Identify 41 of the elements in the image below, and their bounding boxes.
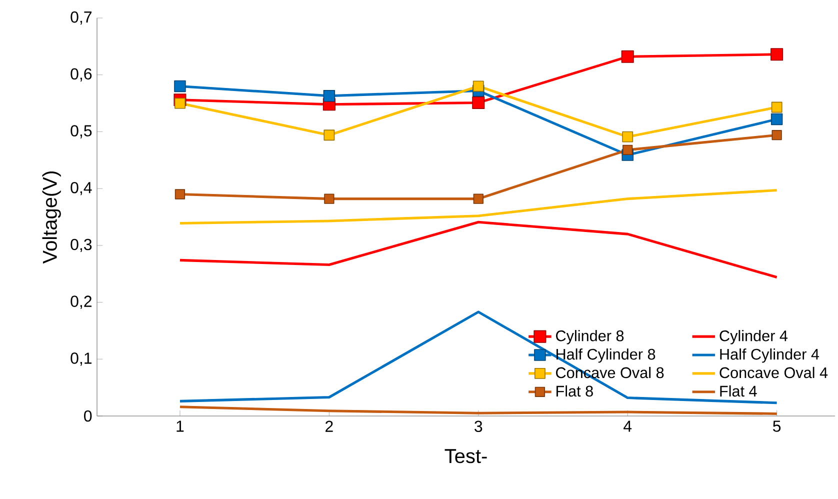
y-tick-label: 0,2 [70, 296, 92, 309]
x-tick-label: 2 [326, 420, 333, 432]
y-axis-title: Voltage(V) [42, 172, 61, 264]
point [770, 113, 783, 126]
y-tick-label: 0,7 [70, 11, 92, 25]
line-series [178, 220, 778, 279]
point [472, 96, 485, 109]
point [622, 131, 634, 142]
point [324, 130, 335, 141]
legend-label: Half Cylinder 4 [720, 348, 820, 363]
point [772, 130, 782, 140]
legend-label: Half Cylinder 8 [556, 348, 656, 363]
line-series [178, 406, 778, 415]
line-series [178, 189, 778, 225]
point [770, 48, 784, 61]
point [174, 189, 186, 200]
point [174, 98, 186, 109]
x-axis-title: Test- [444, 449, 487, 464]
legend-label: Flat 8 [556, 385, 593, 397]
legend-label: Cylinder 4 [720, 330, 788, 344]
point [324, 194, 334, 204]
y-tick-label: 0,1 [70, 352, 92, 366]
x-tick-label: 5 [773, 420, 781, 432]
x-tick-label: 3 [474, 420, 482, 432]
y-tick-label: 0 [84, 410, 92, 422]
legend-label: Flat 4 [720, 385, 757, 397]
y-tick-label: 0,4 [70, 182, 92, 196]
point [174, 80, 186, 92]
point [771, 102, 782, 113]
legend-label: Concave Oval 4 [720, 366, 828, 378]
y-tick-label: 0,6 [70, 68, 92, 82]
y-tick-label: 0,3 [70, 238, 92, 252]
point [622, 144, 633, 155]
point [473, 194, 484, 204]
point [621, 50, 634, 63]
legend-label: Cylinder 8 [556, 330, 624, 344]
x-tick-label: 4 [624, 420, 632, 432]
point [323, 90, 336, 102]
x-tick-label: 1 [176, 420, 184, 432]
y-tick-label: 0,5 [70, 125, 92, 138]
point [472, 80, 484, 92]
